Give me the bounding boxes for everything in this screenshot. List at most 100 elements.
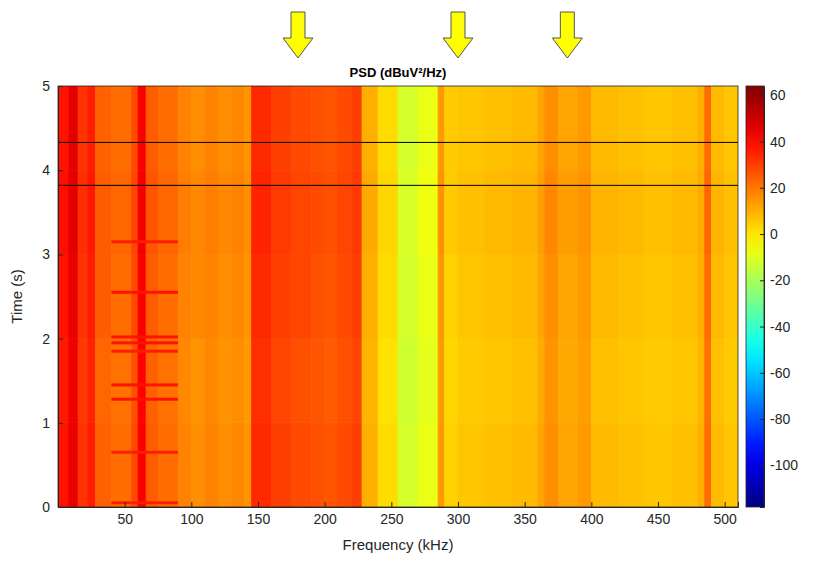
tick-mark (58, 86, 63, 87)
heat-cell (251, 170, 271, 254)
heat-cell (445, 339, 458, 423)
heat-cell (218, 423, 231, 507)
heat-cell (87, 170, 95, 254)
heat-cell (95, 254, 111, 338)
heat-cell (245, 339, 252, 423)
tick-label: 400 (580, 511, 604, 527)
tick: 1 (42, 415, 63, 431)
heat-cell (545, 86, 558, 170)
heat-cell (511, 423, 538, 507)
tick-label: -40 (770, 319, 790, 335)
heat-cell (645, 170, 672, 254)
heat-cell (58, 254, 69, 338)
heat-cell (351, 339, 362, 423)
heat-cell (325, 86, 338, 170)
heat-cell (191, 423, 204, 507)
heat-cell (338, 423, 351, 507)
heat-cell (398, 254, 418, 338)
heat-cell (378, 170, 398, 254)
heat-cell (511, 339, 538, 423)
heat-cell (645, 339, 672, 423)
tick-label: 250 (380, 511, 404, 527)
heat-cell (725, 86, 738, 170)
tick-label: 150 (247, 511, 271, 527)
heat-cell (69, 86, 78, 170)
heat-cell (191, 339, 204, 423)
chart: 50100150200250300350400450500012345Frequ… (0, 0, 822, 566)
axis-line (59, 87, 64, 508)
burst (111, 350, 178, 353)
tick: 0 (760, 226, 778, 242)
heat-cell (725, 254, 738, 338)
heat-cell (538, 86, 545, 170)
heat-cell (325, 170, 338, 254)
heat-cell (591, 339, 618, 423)
heat-cell (291, 423, 311, 507)
tick-label: -20 (770, 272, 790, 288)
heat-cell (538, 423, 545, 507)
heat-cell (458, 170, 485, 254)
heat-cell (251, 254, 271, 338)
heat-cell (362, 86, 378, 170)
heat-cell (111, 423, 131, 507)
heat-cell (378, 423, 398, 507)
heat-cell (545, 339, 558, 423)
heat-cell (311, 254, 324, 338)
heat-cell (95, 339, 111, 423)
heat-cell (511, 254, 538, 338)
heat-cell (231, 339, 244, 423)
colorbar (746, 86, 764, 507)
heat-cell (251, 86, 271, 170)
heat-cell (698, 254, 705, 338)
tick: 300 (447, 502, 471, 527)
heat-cell (618, 423, 645, 507)
heat-cell (218, 339, 231, 423)
heat-cell (338, 86, 351, 170)
tick: 400 (580, 502, 604, 527)
heat-cell (438, 86, 445, 170)
heat-cell (398, 86, 418, 170)
heat-cell (311, 170, 324, 254)
heat-cell (725, 423, 738, 507)
heat-cell (131, 254, 138, 338)
heat-cell (271, 423, 291, 507)
heat-cell (618, 339, 645, 423)
burst (111, 291, 178, 294)
plot-area (58, 86, 738, 507)
tick-label: 2 (42, 331, 50, 347)
heat-cell (538, 339, 545, 423)
heat-cell (511, 170, 538, 254)
tick-mark (191, 502, 192, 507)
tick-label: 4 (42, 162, 50, 178)
heat-cell (251, 339, 271, 423)
heat-cell (545, 170, 558, 254)
heat-cell (231, 423, 244, 507)
tick: 40 (760, 133, 786, 149)
tick: 50 (117, 502, 133, 527)
heat-cell (438, 254, 445, 338)
y-axis-title: Time (s) (8, 269, 25, 323)
burst (111, 341, 178, 344)
heat-cell (58, 170, 69, 254)
x-axis-title: Frequency (kHz) (343, 536, 454, 553)
heat-cell (58, 339, 69, 423)
heat-cell (438, 339, 445, 423)
tick-label: 200 (313, 511, 337, 527)
heat-cell (131, 423, 138, 507)
tick: -40 (760, 319, 790, 335)
heat-cell (311, 86, 324, 170)
heat-cell (178, 86, 191, 170)
heat-cell (78, 339, 87, 423)
heat-cell (87, 423, 95, 507)
tick: 450 (647, 502, 671, 527)
tick-mark (258, 502, 259, 507)
heat-cell (445, 86, 458, 170)
tick-mark (591, 502, 592, 507)
tick: -20 (760, 272, 790, 288)
heat-cell (418, 170, 438, 254)
heat-cell (705, 86, 712, 170)
heat-cell (618, 254, 645, 338)
axis-line (760, 87, 765, 508)
tick-mark (760, 280, 764, 281)
tick: -60 (760, 365, 790, 381)
